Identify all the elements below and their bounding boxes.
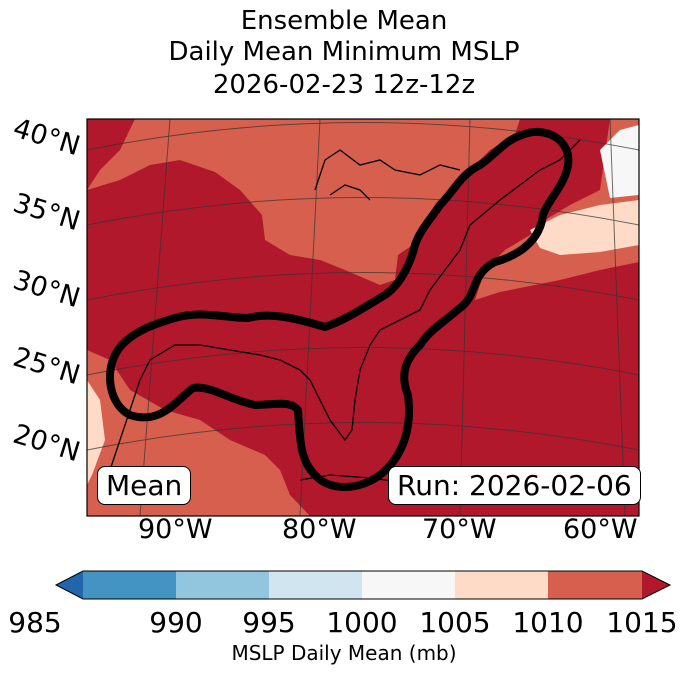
pressure-field-1010-1015-interior bbox=[87, 119, 135, 190]
colorbar-bin-1005-1010 bbox=[455, 571, 548, 599]
run-date-box: Run: 2026-02-06 bbox=[388, 466, 641, 505]
colorbar-bin-1010-1015 bbox=[548, 571, 642, 599]
minimum-mslp-contour bbox=[106, 127, 573, 491]
colorbar-tick-985: 985 bbox=[8, 606, 62, 639]
pressure-field-1000-1005-south bbox=[87, 380, 105, 485]
colorbar-label: MSLP Daily Mean (mb) bbox=[231, 641, 457, 665]
colorbar-tick-990: 990 bbox=[149, 606, 203, 639]
colorbar-bin-995-1000 bbox=[269, 571, 362, 599]
map-frame bbox=[86, 118, 640, 517]
colorbar-bin-1000-1005 bbox=[362, 571, 455, 599]
colorbar-tick-1005: 1005 bbox=[419, 606, 491, 639]
pressure-field-1000-1005 bbox=[530, 200, 639, 255]
lon-label-80w: 80°W bbox=[282, 514, 357, 545]
colorbar-extend-high bbox=[642, 571, 670, 599]
graticule bbox=[87, 119, 639, 516]
colorbar-extend-low bbox=[56, 571, 83, 599]
colorbar-bin-990-995 bbox=[176, 571, 269, 599]
map-plot bbox=[87, 119, 639, 516]
title-line-2: Daily Mean Minimum MSLP bbox=[168, 37, 520, 67]
mean-label-box: Mean bbox=[97, 466, 192, 505]
colorbar-tick-1010: 1010 bbox=[512, 606, 584, 639]
colorbar-tick-995: 995 bbox=[242, 606, 296, 639]
colorbar-tick-1015: 1015 bbox=[606, 606, 678, 639]
title-line-3: 2026-02-23 12z-12z bbox=[212, 70, 476, 100]
colorbar-outline bbox=[54, 570, 672, 600]
lon-label-90w: 90°W bbox=[138, 514, 213, 545]
colorbar-tick-1000: 1000 bbox=[326, 606, 398, 639]
colorbar-bin-985-990 bbox=[83, 571, 176, 599]
lon-label-60w: 60°W bbox=[563, 514, 638, 545]
lon-label-70w: 70°W bbox=[422, 514, 497, 545]
pressure-field-995-1000 bbox=[600, 125, 639, 198]
title-line-1: Ensemble Mean bbox=[240, 6, 448, 36]
colorbar bbox=[54, 570, 672, 600]
